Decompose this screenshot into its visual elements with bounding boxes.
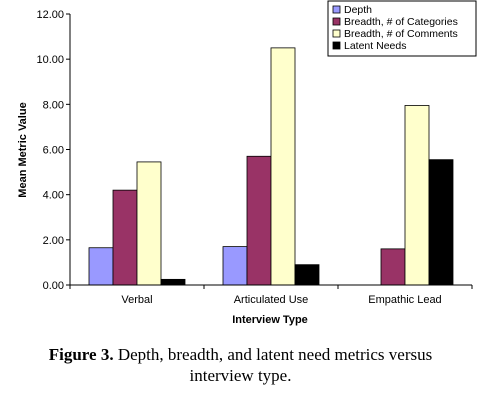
y-tick-label: 6.00	[43, 145, 64, 157]
bar	[222, 246, 248, 286]
figure-caption: Figure 3. Depth, breadth, and latent nee…	[0, 344, 481, 386]
bar	[136, 161, 162, 286]
y-axis-ticks: 0.00 2.00 4.00 6.00 8.00 10.00 12.00	[36, 9, 70, 292]
bar	[380, 248, 406, 286]
x-tick-label: Empathic Lead	[368, 294, 441, 306]
y-tick-label: 4.00	[43, 190, 64, 202]
y-tick-label: 8.00	[43, 99, 64, 111]
legend-swatch	[332, 5, 341, 14]
legend-swatch	[332, 17, 341, 26]
legend-box	[327, 0, 477, 57]
bar-chart: 0.00 2.00 4.00 6.00 8.00 10.00 12.00 Verbal Art…	[17, 0, 477, 326]
y-axis-title: Mean Metric Value	[17, 102, 29, 197]
bar	[404, 105, 430, 286]
bar	[160, 278, 186, 286]
figure-caption-line2: interview type.	[189, 366, 292, 385]
legend-label: Depth	[344, 4, 372, 16]
y-tick-label: 2.00	[43, 235, 64, 247]
figure-caption-label: Figure 3.	[48, 345, 114, 364]
x-tick-label: Verbal	[121, 294, 152, 306]
legend-label: Breadth, # of Categories	[344, 16, 458, 28]
x-tick-label: Articulated Use	[234, 294, 309, 306]
y-tick-label: 12.00	[36, 9, 64, 21]
bars	[88, 47, 454, 286]
legend-swatch	[332, 29, 341, 38]
bar	[246, 155, 272, 286]
bar	[294, 264, 320, 286]
x-axis-ticks	[69, 285, 473, 289]
y-tick-label: 10.00	[36, 54, 64, 66]
y-tick-label: 0.00	[43, 280, 64, 292]
bar	[88, 247, 114, 286]
legend-label: Breadth, # of Comments	[344, 28, 458, 40]
x-axis-tick-labels: Verbal Articulated Use Empathic Lead	[121, 294, 441, 306]
x-axis-title: Interview Type	[232, 314, 308, 326]
legend-label: Latent Needs	[344, 40, 406, 52]
bar	[270, 47, 296, 286]
bar	[428, 159, 454, 286]
legend-swatch	[332, 41, 341, 50]
figure-caption-line1: Depth, breadth, and latent need metrics …	[117, 345, 433, 364]
bar	[112, 189, 138, 286]
